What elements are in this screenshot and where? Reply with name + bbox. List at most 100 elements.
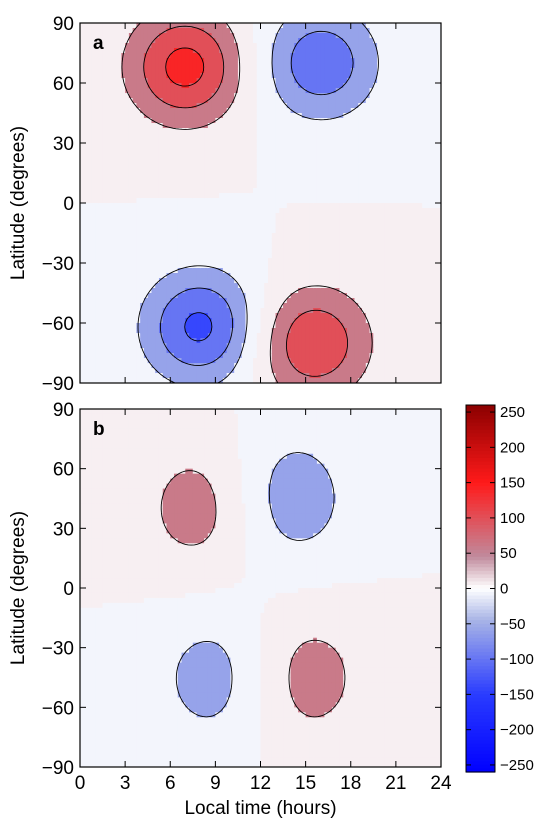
contour-cell (320, 63, 326, 69)
contour-cell (189, 213, 194, 219)
contour-cell (252, 28, 258, 34)
contour-cell (155, 198, 160, 204)
contour-cell (309, 28, 314, 34)
contour-cell (249, 118, 254, 124)
contour-cell (328, 228, 333, 234)
contour-cell (121, 313, 126, 319)
contour-cell (192, 118, 198, 124)
contour-cell (271, 293, 277, 299)
contour-cell (256, 233, 262, 239)
contour-cell (204, 73, 209, 79)
contour-cell (268, 208, 273, 214)
contour-cell (87, 183, 92, 189)
contour-cell (298, 218, 303, 224)
contour-cell (219, 303, 224, 309)
contour-cell (196, 223, 201, 229)
contour-cell (313, 238, 318, 244)
contour-cell (147, 293, 153, 299)
contour-cell (215, 248, 220, 254)
contour-cell (237, 298, 243, 304)
contour-cell (294, 108, 299, 114)
contour-cell (275, 58, 280, 64)
contour-cell (170, 88, 175, 94)
contour-cell (279, 273, 284, 279)
contour-cell (102, 308, 107, 314)
contour-cell (290, 33, 295, 39)
contour-cell (211, 353, 216, 359)
contour-cell (234, 153, 239, 159)
contour-cell (128, 238, 134, 244)
contour-cell (204, 348, 209, 354)
contour-cell (335, 158, 341, 164)
contour-cell (80, 278, 85, 284)
contour-cell (189, 53, 194, 59)
contour-cell (147, 93, 153, 99)
contour-cell (286, 78, 292, 84)
contour-cell (241, 128, 247, 134)
contour-cell (125, 73, 130, 79)
contour-cell (181, 303, 186, 309)
contour-cell (260, 278, 265, 284)
contour-cell (170, 138, 175, 144)
contour-cell (147, 123, 153, 129)
contour-cell (204, 378, 209, 383)
contour-cell (204, 223, 209, 229)
contour-cell (237, 223, 243, 229)
contour-cell (249, 33, 254, 39)
contour-cell (140, 338, 145, 344)
contour-cell (83, 138, 89, 144)
contour-cell (87, 363, 92, 369)
contour-cell (226, 228, 232, 234)
contour-cell (207, 273, 213, 279)
contour-cell (279, 318, 284, 324)
contour-cell (301, 113, 307, 119)
contour-cell (283, 103, 288, 109)
contour-cell (95, 353, 100, 359)
contour-cell (80, 158, 85, 164)
contour-cell (181, 23, 186, 29)
contour-cell (140, 358, 145, 364)
contour-cell (136, 358, 141, 364)
contour-cell (305, 298, 310, 304)
contour-cell (279, 88, 284, 94)
contour-cell (189, 238, 194, 244)
contour-cell (204, 198, 209, 204)
contour-cell (181, 88, 186, 94)
contour-cell (249, 128, 254, 134)
contour-cell (170, 243, 175, 249)
contour-cell (158, 63, 164, 69)
contour-cell (256, 373, 262, 379)
contour-cell (155, 333, 160, 339)
contour-cell (226, 358, 232, 364)
contour-cell (166, 68, 171, 74)
contour-cell (102, 98, 107, 104)
contour-cell (174, 318, 179, 324)
contour-cell (143, 218, 149, 224)
contour-cell (166, 293, 171, 299)
contour-cell (301, 288, 307, 294)
contour-cell (331, 143, 337, 149)
contour-cell (230, 288, 235, 294)
contour-cell (121, 288, 126, 294)
contour-cell (245, 293, 250, 299)
contour-cell (158, 243, 164, 249)
contour-cell (143, 283, 149, 289)
contour-cell (95, 378, 100, 383)
contour-cell (305, 48, 310, 54)
contour-cell (207, 133, 213, 139)
contour-cell (204, 158, 209, 164)
contour-cell (268, 273, 273, 279)
contour-cell (196, 198, 201, 204)
contour-cell (113, 168, 119, 174)
contour-cell (324, 233, 329, 239)
contour-cell (230, 223, 235, 229)
contour-cell (313, 158, 318, 164)
contour-cell (219, 328, 224, 334)
contour-cell (113, 333, 119, 339)
contour-cell (174, 38, 179, 44)
contour-cell (260, 148, 265, 154)
contour-cell (125, 98, 130, 104)
contour-cell (189, 98, 194, 104)
contour-cell (158, 133, 164, 139)
contour-cell (155, 113, 160, 119)
